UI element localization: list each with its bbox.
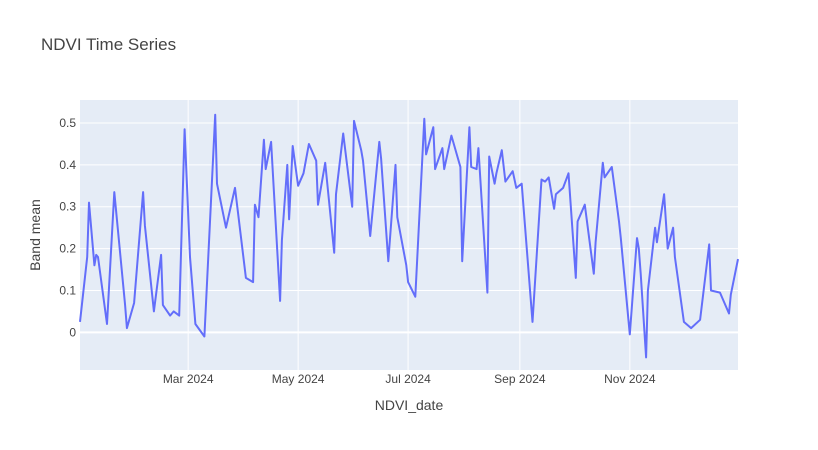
y-tick-label: 0.5 [59, 116, 76, 130]
series-line [79, 113, 739, 359]
x-axis-title: NDVI_date [375, 397, 444, 413]
y-tick-labels: 0 0.1 0.2 0.3 0.4 0.5 [59, 116, 76, 339]
y-tick-label: 0.3 [59, 200, 76, 214]
x-tick-label: May 2024 [272, 372, 325, 386]
y-tick-label: 0.4 [59, 158, 76, 172]
x-tick-label: Jul 2024 [385, 372, 431, 386]
x-tick-label: Nov 2024 [604, 372, 656, 386]
y-axis-title: Band mean [27, 199, 43, 271]
x-tick-label: Sep 2024 [494, 372, 546, 386]
chart-title: NDVI Time Series [41, 35, 176, 54]
y-tick-label: 0 [69, 325, 76, 339]
x-tick-label: Mar 2024 [163, 372, 214, 386]
y-tick-label: 0.1 [59, 283, 76, 297]
x-tick-labels: Mar 2024 May 2024 Jul 2024 Sep 2024 Nov 2024 [163, 372, 656, 386]
y-tick-label: 0.2 [59, 242, 76, 256]
plot-area [80, 100, 738, 370]
